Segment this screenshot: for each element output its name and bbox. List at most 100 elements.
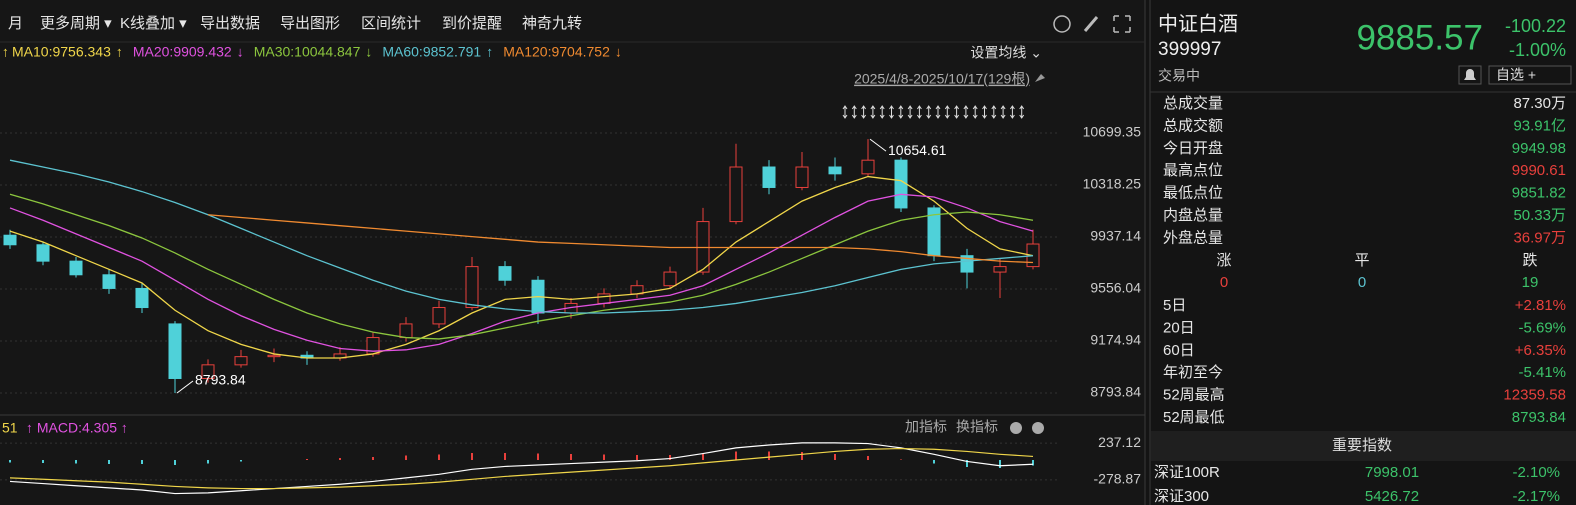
signal-arrow xyxy=(972,105,978,119)
perf-value: 12359.58 xyxy=(1503,387,1566,404)
toolbar-item[interactable]: K线叠加 ▾ xyxy=(120,15,187,32)
stat-label: 外盘总量 xyxy=(1163,228,1223,246)
switch-indicator[interactable]: 换指标 xyxy=(956,419,998,435)
breadth-label: 跌 xyxy=(1522,252,1537,269)
status: 交易中 xyxy=(1158,68,1200,84)
y-tick-label: 10318.25 xyxy=(1083,176,1142,192)
candle-body xyxy=(762,166,776,188)
watch-label[interactable]: 自选 + xyxy=(1496,67,1536,83)
settings-icon[interactable] xyxy=(1010,422,1022,434)
alert-button[interactable] xyxy=(1458,65,1482,85)
signal-arrow xyxy=(963,105,969,119)
y-tick-label: 237.12 xyxy=(1098,434,1141,450)
legend-trend: ↑ xyxy=(116,44,123,60)
candle-body xyxy=(267,354,281,358)
fullscreen-icon[interactable] xyxy=(1113,15,1131,33)
annotation-arrow xyxy=(176,380,194,394)
stat-value: 50.33万 xyxy=(1513,207,1566,224)
candle-body xyxy=(432,307,446,325)
toolbar-item[interactable]: 导出数据 xyxy=(200,15,260,32)
stat-label: 最高点位 xyxy=(1163,162,1223,179)
signal-arrow xyxy=(861,105,867,119)
index-name[interactable]: 深证100R xyxy=(1154,464,1220,481)
candle-body xyxy=(729,166,743,223)
ma-line xyxy=(207,214,1034,264)
breadth-count: 0 xyxy=(1220,274,1228,291)
signal-arrows xyxy=(842,105,1025,119)
breadth-count: 19 xyxy=(1522,274,1539,291)
index-name[interactable]: 深证300 xyxy=(1154,488,1209,505)
toolbar-item[interactable]: 月 xyxy=(8,15,23,32)
date-range[interactable]: 2025/4/8-2025/10/17(129根) xyxy=(854,71,1030,87)
draw-icon[interactable] xyxy=(1083,16,1099,32)
candle-body xyxy=(399,323,413,339)
perf-label: 52周最高 xyxy=(1163,387,1225,404)
breadth-count: 0 xyxy=(1358,274,1366,291)
candle-body xyxy=(663,271,677,287)
legend-entry: MA10:9756.343 xyxy=(12,44,111,60)
index-value: 7998.01 xyxy=(1365,464,1419,481)
ma-line xyxy=(9,159,1034,314)
signal-arrow xyxy=(842,105,848,119)
candle-body xyxy=(201,364,215,379)
perf-value: +2.81% xyxy=(1515,297,1566,314)
annotation-arrow xyxy=(869,138,887,152)
quote-price: 9885.57 xyxy=(1356,18,1483,57)
perf-label: 年初至今 xyxy=(1163,364,1223,381)
signal-arrow xyxy=(935,105,941,119)
ma-setting[interactable]: 设置均线 ⌄ xyxy=(970,45,1042,61)
add-indicator[interactable]: 加指标 xyxy=(905,419,947,435)
signal-arrow xyxy=(879,105,885,119)
chart-background xyxy=(0,0,1145,505)
close-icon[interactable] xyxy=(1032,422,1044,434)
toolbar-item[interactable]: 神奇九转 xyxy=(522,15,582,32)
signal-arrow xyxy=(954,105,960,119)
y-tick-label: 9174.94 xyxy=(1090,332,1141,348)
candle-body xyxy=(102,274,116,289)
breadth-label: 平 xyxy=(1354,252,1369,269)
stat-value: 9851.82 xyxy=(1512,185,1566,202)
y-tick-label: 8793.84 xyxy=(1090,384,1141,400)
legend-trend: ↓ xyxy=(615,44,622,60)
toolbar-item[interactable]: 导出图形 xyxy=(280,15,340,32)
signal-arrow xyxy=(870,105,876,119)
y-tick-label: 10699.35 xyxy=(1083,124,1142,140)
candle-body xyxy=(696,221,710,273)
candle-body xyxy=(465,266,479,309)
stat-label: 内盘总量 xyxy=(1163,206,1223,224)
candle-body xyxy=(894,159,908,209)
stat-value: 36.97万 xyxy=(1513,229,1566,246)
ma-legend-arrow: ↑ xyxy=(2,44,9,60)
signal-arrow xyxy=(889,105,894,119)
ma-line xyxy=(9,193,1034,340)
macd-legend: ↑ MACD:4.305 ↑ xyxy=(26,420,128,436)
signal-arrow xyxy=(898,105,904,119)
y-tick-label: -278.87 xyxy=(1094,471,1142,487)
perf-label: 20日 xyxy=(1163,319,1195,336)
legend-trend: ↑ xyxy=(486,44,493,60)
signal-arrow xyxy=(1019,105,1025,119)
toolbar-item[interactable]: 更多周期 ▾ xyxy=(40,15,112,32)
stat-label: 总成交额 xyxy=(1163,116,1223,134)
dif-line xyxy=(9,442,1034,495)
toolbar-item[interactable]: 区间统计 xyxy=(361,15,421,32)
y-tick-label: 9556.04 xyxy=(1090,280,1141,296)
candle-body xyxy=(960,255,974,273)
candle-body xyxy=(993,266,1007,273)
index-pct: -2.17% xyxy=(1512,488,1560,505)
quote-code: 399997 xyxy=(1158,39,1221,60)
perf-value: 8793.84 xyxy=(1512,409,1566,426)
breadth-label: 涨 xyxy=(1216,252,1231,269)
toolbar-item[interactable]: 到价提醒 xyxy=(442,15,502,32)
candle-body xyxy=(36,244,50,262)
pin-icon[interactable] xyxy=(1035,74,1045,82)
quote-name: 中证白酒 xyxy=(1158,12,1238,35)
quote-pct: -1.00% xyxy=(1509,40,1566,60)
candle-body xyxy=(234,356,248,366)
signal-arrow xyxy=(926,105,932,119)
watch-button[interactable] xyxy=(1488,65,1572,85)
perf-label: 60日 xyxy=(1163,342,1195,359)
collapse-icon[interactable] xyxy=(1053,15,1071,33)
signal-arrow xyxy=(944,105,950,119)
